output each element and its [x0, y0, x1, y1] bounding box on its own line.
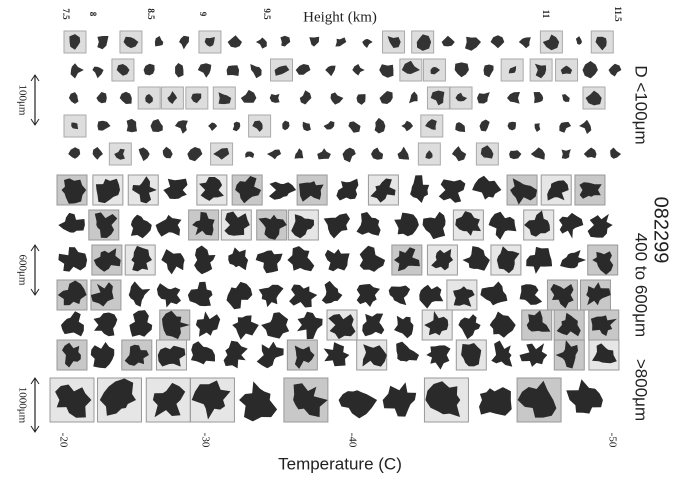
- figure: Height (km) Temperature (C) D <100μm 082…: [0, 0, 675, 481]
- top-axis-title: Height (km): [303, 9, 377, 25]
- bottom-tick-label: -50: [606, 433, 618, 448]
- scale-label: 600μm: [16, 255, 28, 286]
- date-label: 082299: [650, 197, 672, 264]
- scale-label: 100μm: [16, 85, 28, 116]
- bottom-tick-label: -40: [346, 433, 358, 448]
- bottom-axis-title: Temperature (C): [278, 454, 402, 473]
- bottom-tick-label: -20: [57, 433, 69, 448]
- top-tick-label: 9.5: [262, 8, 272, 20]
- crystal: [227, 65, 240, 76]
- top-tick-label: 11: [541, 10, 551, 19]
- top-tick-label: 11.5: [613, 6, 623, 22]
- bottom-tick-label: -30: [199, 433, 211, 448]
- top-tick-label: 8: [88, 12, 98, 17]
- scale-label: 1000μm: [16, 387, 28, 424]
- top-tick-label: 9: [198, 12, 208, 17]
- size-label: >800μm: [632, 359, 651, 421]
- top-tick-label: 7.5: [61, 8, 71, 20]
- top-tick-label: 8.5: [146, 8, 156, 20]
- size-label: 400 to 600μm: [632, 233, 651, 337]
- size-label: D <100μm: [632, 65, 651, 144]
